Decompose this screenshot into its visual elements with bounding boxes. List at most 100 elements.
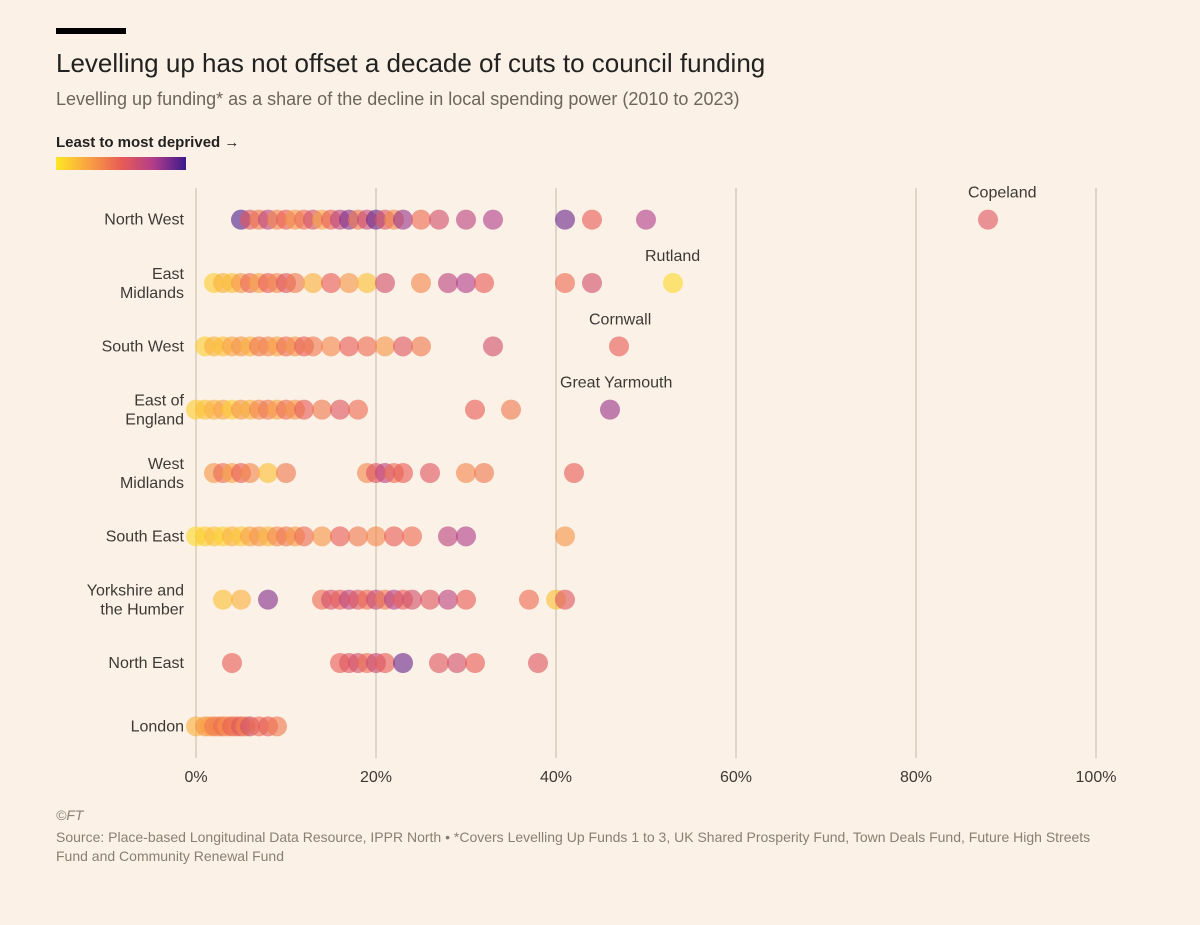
- data-point: [456, 590, 476, 610]
- data-point: [303, 336, 323, 356]
- data-point: [258, 463, 278, 483]
- data-point: [438, 526, 458, 546]
- data-point: [258, 590, 278, 610]
- x-tick-label: 80%: [900, 769, 932, 786]
- data-point: [447, 653, 467, 673]
- data-point: [555, 590, 575, 610]
- data-point: [240, 463, 260, 483]
- annotation-label: Cornwall: [589, 311, 651, 328]
- annotation-label: Copeland: [968, 185, 1037, 202]
- x-tick-label: 20%: [360, 769, 392, 786]
- data-point: [339, 336, 359, 356]
- data-point: [456, 463, 476, 483]
- y-category-label: West: [148, 456, 185, 473]
- chart-footer: ©FT Source: Place-based Longitudinal Dat…: [56, 806, 1096, 867]
- y-category-label: Yorkshire and: [87, 583, 184, 600]
- data-point: [285, 273, 305, 293]
- copyright: ©FT: [56, 806, 1096, 826]
- data-point: [330, 400, 350, 420]
- data-point: [555, 210, 575, 230]
- data-point: [312, 526, 332, 546]
- data-point: [384, 526, 404, 546]
- data-point: [393, 653, 413, 673]
- data-point: [375, 273, 395, 293]
- y-category-label: South West: [102, 338, 185, 355]
- data-point: [231, 590, 251, 610]
- data-point: [501, 400, 521, 420]
- data-point: [555, 273, 575, 293]
- data-point: [564, 463, 584, 483]
- data-point: [582, 273, 602, 293]
- y-category-label: Midlands: [120, 475, 184, 492]
- data-point: [321, 273, 341, 293]
- data-point: [456, 273, 476, 293]
- data-point: [420, 590, 440, 610]
- data-point: [978, 210, 998, 230]
- data-point: [267, 716, 287, 736]
- data-point: [429, 210, 449, 230]
- x-tick-label: 100%: [1076, 769, 1116, 786]
- accent-rule: [56, 28, 126, 34]
- data-point: [321, 336, 341, 356]
- data-point: [663, 273, 683, 293]
- data-point: [276, 463, 296, 483]
- data-point: [222, 653, 242, 673]
- data-point: [411, 273, 431, 293]
- x-tick-label: 60%: [720, 769, 752, 786]
- data-point: [366, 526, 386, 546]
- chart-subtitle: Levelling up funding* as a share of the …: [56, 89, 1144, 110]
- data-point: [294, 526, 314, 546]
- data-point: [303, 273, 323, 293]
- data-point: [438, 273, 458, 293]
- chart-area: 0%20%40%60%80%100%North WestEastMidlands…: [56, 178, 1116, 798]
- data-point: [213, 590, 233, 610]
- data-point: [420, 463, 440, 483]
- data-point: [411, 336, 431, 356]
- data-point: [402, 526, 422, 546]
- data-point: [429, 653, 449, 673]
- data-point: [474, 273, 494, 293]
- data-point: [393, 210, 413, 230]
- data-point: [402, 590, 422, 610]
- data-point: [483, 336, 503, 356]
- data-point: [555, 526, 575, 546]
- source-text: Source: Place-based Longitudinal Data Re…: [56, 829, 1090, 865]
- data-point: [465, 653, 485, 673]
- annotation-label: Great Yarmouth: [560, 375, 672, 392]
- legend-gradient: [56, 157, 186, 170]
- data-point: [330, 526, 350, 546]
- data-point: [357, 273, 377, 293]
- y-category-label: the Humber: [100, 602, 184, 619]
- data-point: [375, 336, 395, 356]
- y-category-label: England: [125, 412, 184, 429]
- y-category-label: Midlands: [120, 285, 184, 302]
- annotation-label: Rutland: [645, 248, 700, 265]
- chart-title: Levelling up has not offset a decade of …: [56, 48, 1144, 79]
- data-point: [519, 590, 539, 610]
- data-point: [411, 210, 431, 230]
- data-point: [294, 400, 314, 420]
- data-point: [474, 463, 494, 483]
- data-point: [636, 210, 656, 230]
- y-category-label: East: [152, 266, 185, 283]
- y-category-label: South East: [106, 528, 185, 545]
- data-point: [600, 400, 620, 420]
- data-point: [375, 653, 395, 673]
- data-point: [456, 210, 476, 230]
- data-point: [609, 336, 629, 356]
- data-point: [582, 210, 602, 230]
- y-category-label: North East: [108, 655, 184, 672]
- data-point: [357, 336, 377, 356]
- y-category-label: East of: [134, 393, 184, 410]
- data-point: [438, 590, 458, 610]
- data-point: [348, 400, 368, 420]
- data-point: [456, 526, 476, 546]
- data-point: [393, 336, 413, 356]
- x-tick-label: 0%: [184, 769, 207, 786]
- legend-label: Least to most deprived →: [56, 134, 1144, 151]
- x-tick-label: 40%: [540, 769, 572, 786]
- data-point: [348, 526, 368, 546]
- data-point: [465, 400, 485, 420]
- y-category-label: London: [131, 718, 184, 735]
- data-point: [339, 273, 359, 293]
